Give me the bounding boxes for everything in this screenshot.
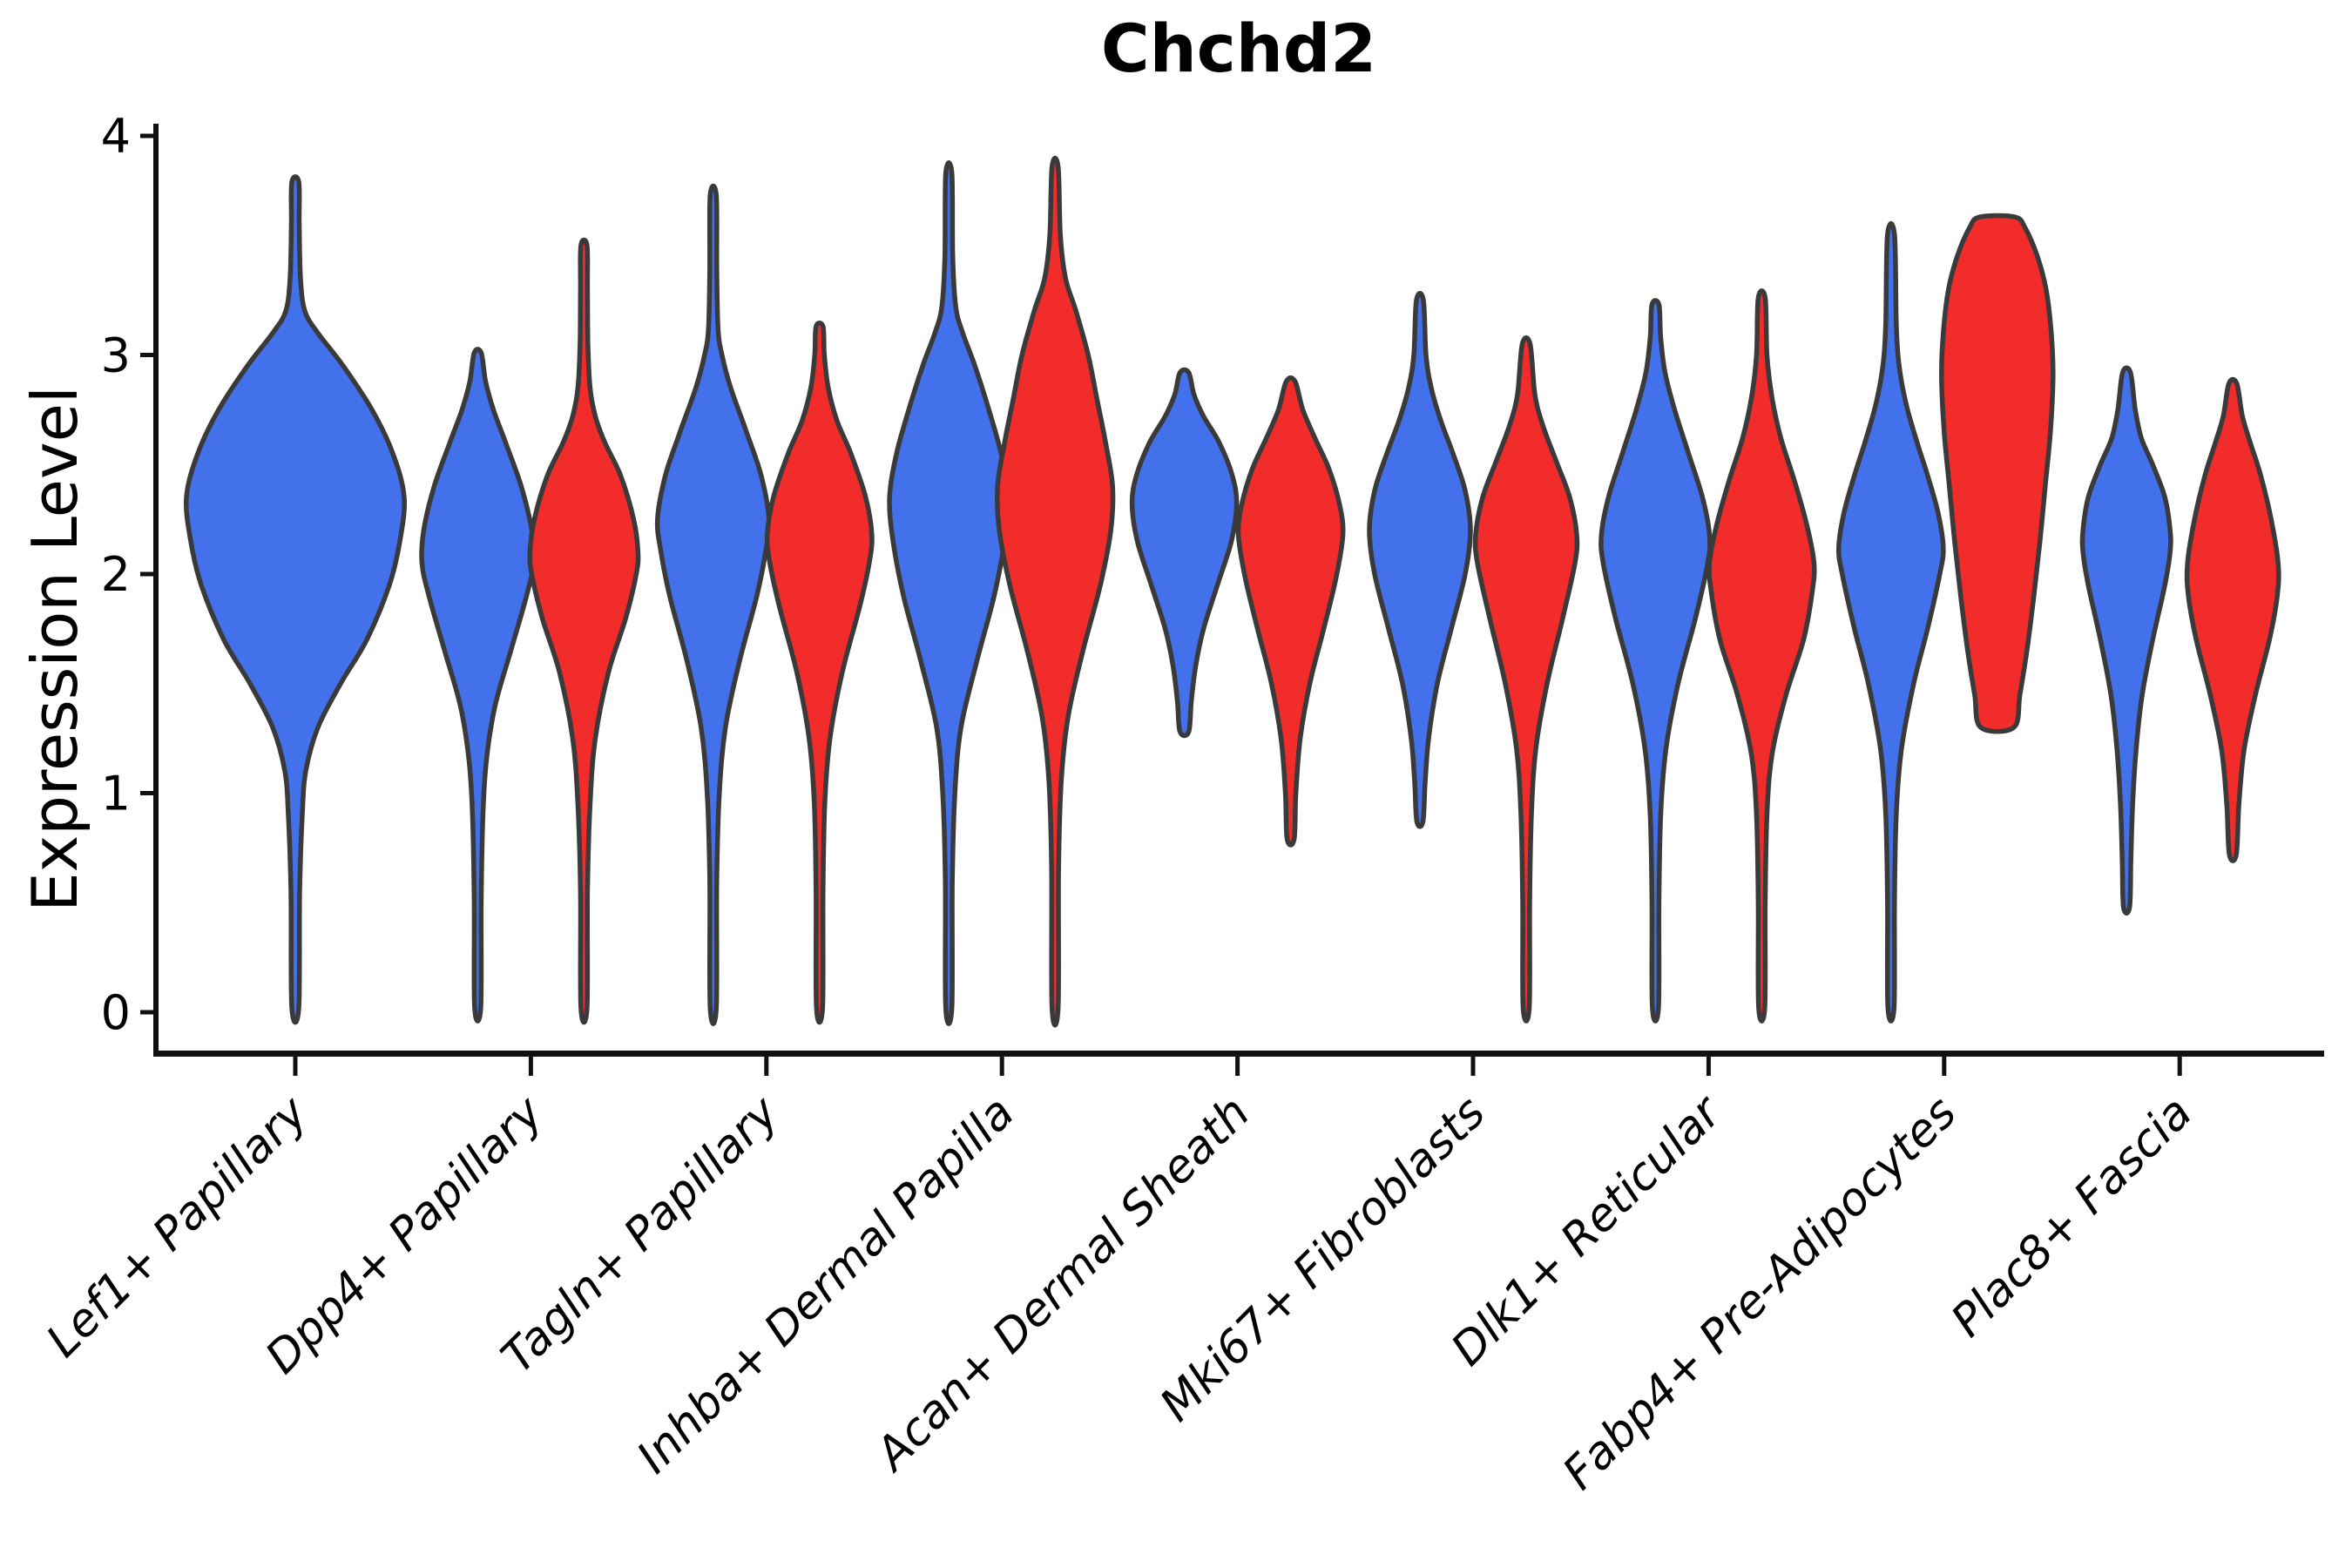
violin-dpp4-papillary-red <box>527 237 641 1025</box>
y-tick-label: 2 <box>101 547 131 602</box>
violin-plac8-fascia-blue <box>2079 365 2173 916</box>
violin-fabp4-pre-adipocytes-blue <box>1836 220 1946 1024</box>
y-axis-spine <box>153 124 159 1057</box>
y-tick-label: 1 <box>101 767 131 821</box>
violin-tagln-papillary-red <box>764 321 875 1025</box>
violin-dlk1-reticular-blue <box>1598 298 1713 1024</box>
chart-title: Chchd2 <box>1101 10 1376 87</box>
violin-dlk1-reticular-red <box>1707 288 1817 1024</box>
violin-fabp4-pre-adipocytes-red <box>1939 213 2056 734</box>
y-axis-ticks: 0 1 2 3 4 <box>101 109 156 1040</box>
violin-mki67-fibroblasts-red <box>1472 335 1580 1024</box>
x-axis-spine <box>153 1051 2324 1057</box>
violin-acan-dermal-sheath-red <box>1235 375 1346 848</box>
violin-tagln-papillary-blue <box>654 183 772 1026</box>
violin-dpp4-papillary-blue <box>419 347 537 1024</box>
x-tick-label-fabp4-pre-adipocytes: Fabp4+ Pre-Adipocytes <box>1553 1086 1967 1500</box>
x-tick-label-inhba-dermal-papilla: Inhba+ Dermal Papilla <box>627 1086 1024 1484</box>
x-tick-label-lef1-papillary: Lef1+ Papillary <box>37 1085 318 1367</box>
x-tick-label-plac8-fascia: Plac8+ Fascia <box>1942 1086 2202 1347</box>
violin-inhba-dermal-papilla-red <box>995 155 1116 1028</box>
violin-plac8-fascia-red <box>2184 376 2281 863</box>
y-tick-label: 4 <box>101 109 131 164</box>
violins-layer <box>183 155 2281 1028</box>
y-axis-label: Expression Level <box>18 386 91 912</box>
violin-inhba-dermal-papilla-blue <box>887 160 1011 1026</box>
y-tick-label: 3 <box>101 328 131 383</box>
y-tick-label: 0 <box>101 985 131 1040</box>
violin-acan-dermal-sheath-blue <box>1129 367 1240 739</box>
violin-mki67-fibroblasts-blue <box>1367 290 1473 829</box>
violin-lef1-papillary-blue <box>183 174 408 1025</box>
x-tick-label-acan-dermal-sheath: Acan+ Dermal Sheath <box>864 1086 1260 1482</box>
